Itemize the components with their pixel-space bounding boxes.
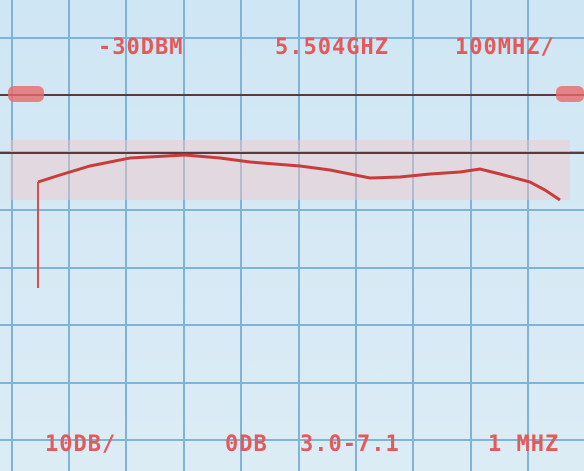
marker <box>8 86 44 102</box>
range: 3.0-7.1 <box>300 432 400 457</box>
center-frequency: 5.504GHZ <box>275 35 389 60</box>
span: 100MHZ/ <box>455 35 555 60</box>
attenuation: 0DB <box>225 432 268 457</box>
scale: 10DB/ <box>45 432 116 457</box>
resolution-bandwidth: 1 MHZ <box>488 432 559 457</box>
marker <box>556 86 584 102</box>
reference-level: -30DBM <box>98 35 183 60</box>
trace <box>37 153 561 202</box>
